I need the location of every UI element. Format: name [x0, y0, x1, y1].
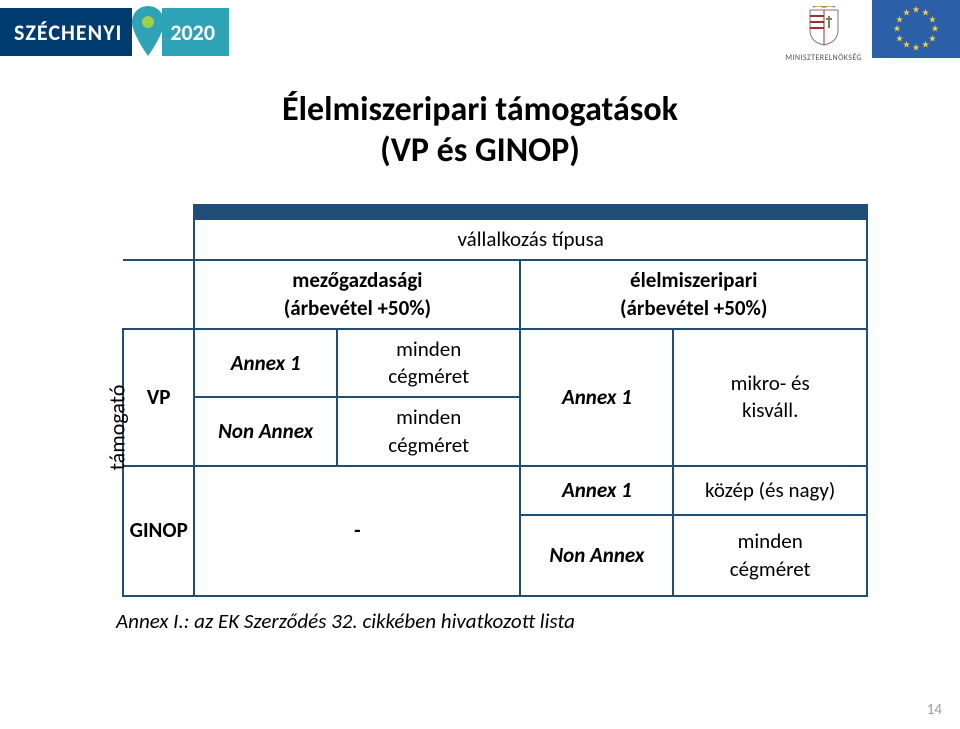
szechenyi-logo: SZÉCHENYI 2020 — [0, 0, 229, 64]
eu-flag-icon: ★★★★★★★★★★★★ — [872, 0, 960, 58]
support-table: vállalkozás típusa mezőgazdasági(árbevét… — [122, 204, 868, 597]
col-b-header: élelmiszeripari(árbevétel +50%) — [520, 260, 867, 329]
top-header: vállalkozás típusa — [194, 219, 867, 260]
coat-of-arms: MINISZTERELNÖKSÉG — [785, 6, 862, 63]
crest-icon — [807, 6, 841, 46]
table-row: mezőgazdasági(árbevétel +50%) élelmiszer… — [123, 260, 867, 329]
table-row: vállalkozás típusa — [123, 219, 867, 260]
annex1-left-1: Annex 1 — [194, 329, 337, 398]
table-row: GINOP - Annex 1 közép (és nagy) — [123, 466, 867, 515]
page-number: 14 — [927, 701, 942, 719]
slide-header: SZÉCHENYI 2020 MINISZTERELNÖKSÉG ★★★★★★★… — [0, 0, 960, 64]
kozep-nagy: közép (és nagy) — [673, 466, 867, 515]
minden-1: mindencégméret — [337, 329, 520, 398]
footnote: Annex I.: az EK Szerződés 32. cikkében h… — [116, 608, 575, 634]
slide-title: Élelmiszeripari támogatások (VP és GINOP… — [0, 90, 960, 172]
non-annex-left: Non Annex — [194, 397, 337, 466]
col-a-header: mezőgazdasági(árbevétel +50%) — [194, 260, 520, 329]
header-right: MINISZTERELNÖKSÉG ★★★★★★★★★★★★ — [785, 0, 960, 63]
annex1-right-1: Annex 1 — [520, 329, 673, 466]
mikro-kisvall: mikro- éskisváll. — [673, 329, 867, 466]
title-line-1: Élelmiszeripari támogatások — [282, 89, 678, 130]
title-line-2: (VP és GINOP) — [380, 130, 580, 171]
brand-year: 2020 — [162, 8, 229, 56]
brand-name: SZÉCHENYI — [0, 8, 132, 56]
ministry-label: MINISZTERELNÖKSÉG — [785, 53, 862, 63]
annex1-right-2: Annex 1 — [520, 466, 673, 515]
vp-cell: VP — [123, 329, 194, 466]
y-axis-label: támogató — [103, 385, 130, 471]
dash-cell: - — [194, 466, 520, 596]
ginop-cell: GINOP — [123, 466, 194, 596]
table-wrap: támogató vállalkozás típusa mezőgazdaság… — [122, 204, 868, 597]
map-pin-icon — [128, 4, 168, 60]
minden-3: mindencégméret — [673, 515, 867, 596]
table-row: VP Annex 1 mindencégméret Annex 1 mikro-… — [123, 329, 867, 398]
minden-2: mindencégméret — [337, 397, 520, 466]
non-annex-right: Non Annex — [520, 515, 673, 596]
table-top-bar — [123, 205, 867, 219]
